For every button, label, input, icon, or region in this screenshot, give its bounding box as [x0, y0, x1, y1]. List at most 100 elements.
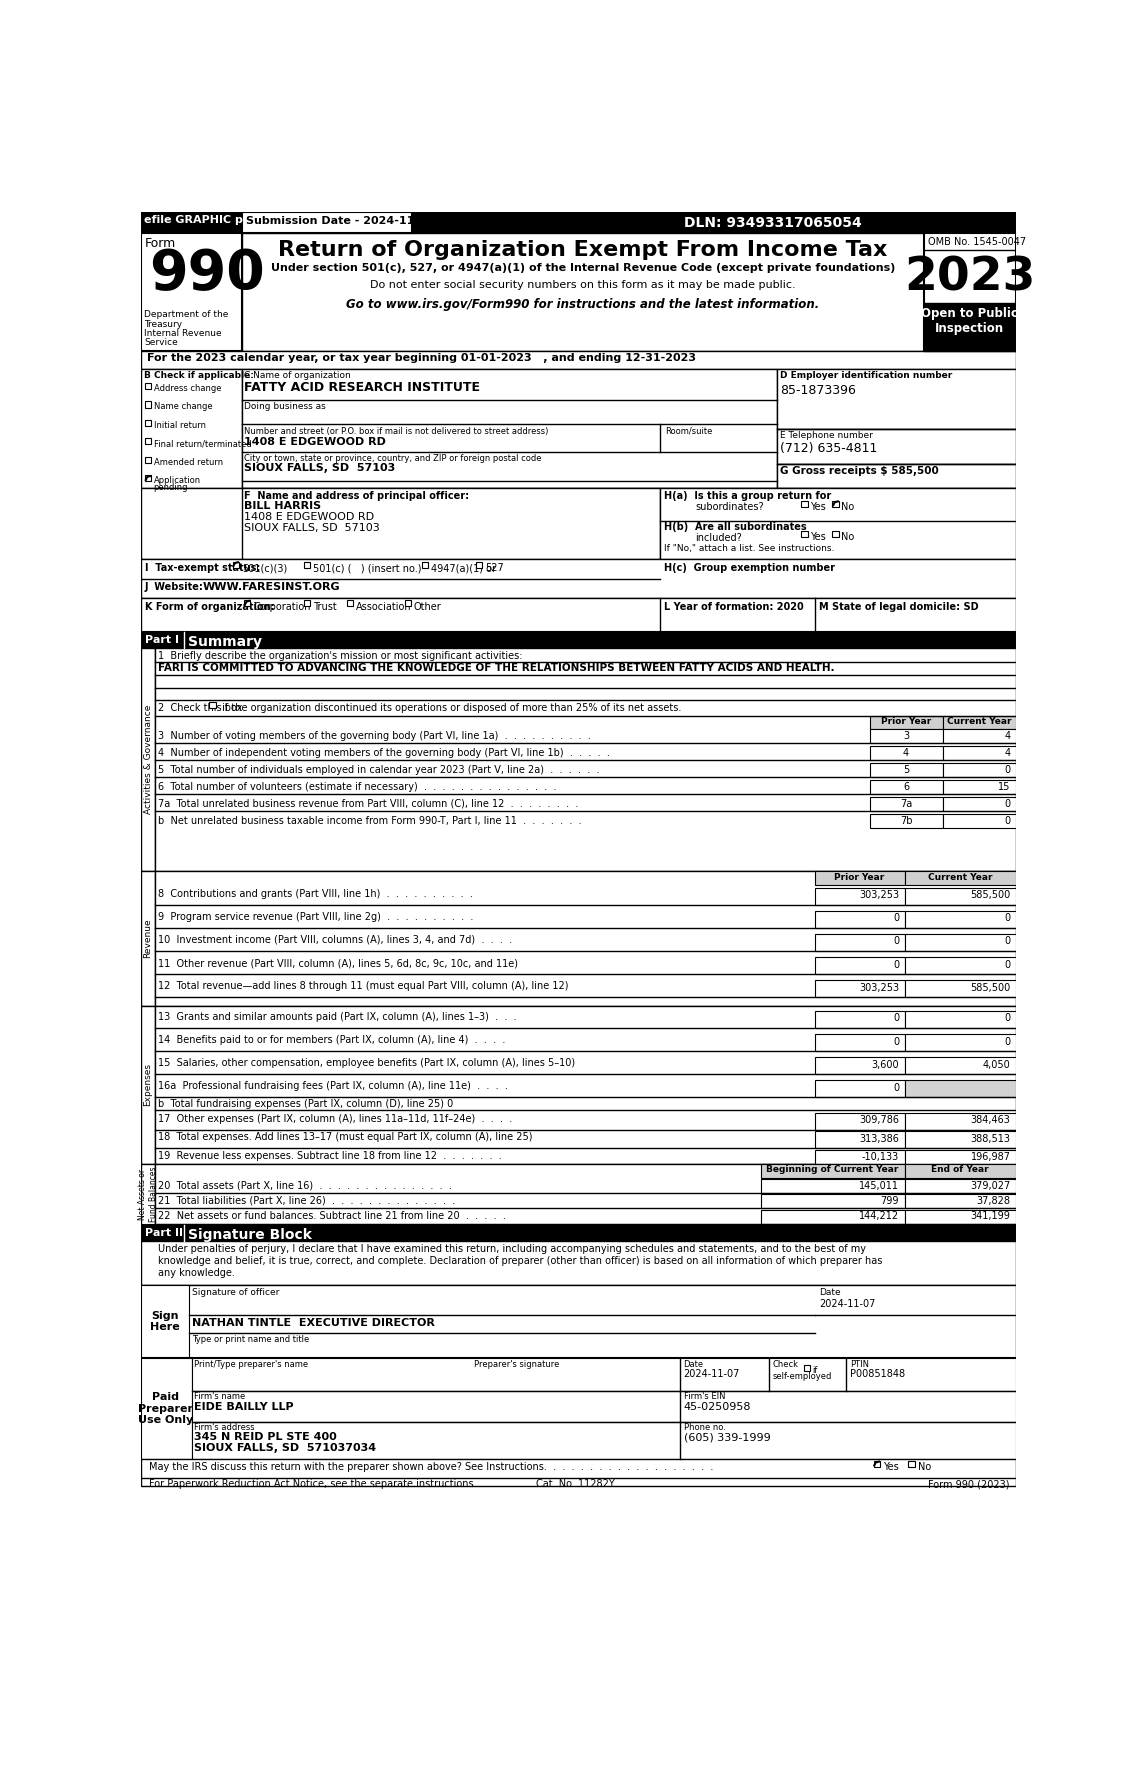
- Bar: [209, 701, 216, 708]
- Text: pending: pending: [154, 482, 189, 493]
- Text: 4: 4: [1005, 731, 1010, 742]
- Bar: [943, 729, 1016, 743]
- Text: 345 N REID PL STE 400: 345 N REID PL STE 400: [194, 1432, 336, 1443]
- Text: 0: 0: [893, 913, 899, 924]
- Text: 14  Benefits paid to or for members (Part IX, column (A), line 4)  .  .  .  .: 14 Benefits paid to or for members (Part…: [158, 1035, 506, 1045]
- Text: 12  Total revenue—add lines 8 through 11 (must equal Part VIII, column (A), line: 12 Total revenue—add lines 8 through 11 …: [158, 982, 569, 991]
- Bar: [904, 1058, 1016, 1074]
- Text: Internal Revenue: Internal Revenue: [145, 328, 222, 337]
- Text: (605) 339-1999: (605) 339-1999: [684, 1432, 770, 1443]
- Text: 388,513: 388,513: [971, 1134, 1010, 1144]
- Bar: [815, 1035, 904, 1051]
- Bar: [804, 1365, 809, 1370]
- Bar: [904, 980, 1016, 998]
- Text: 4,050: 4,050: [983, 1060, 1010, 1070]
- Text: Check: Check: [772, 1360, 798, 1369]
- Text: Form: Form: [145, 237, 176, 251]
- Text: 22  Net assets or fund balances. Subtract line 21 from line 20  .  .  .  .  .: 22 Net assets or fund balances. Subtract…: [158, 1211, 506, 1222]
- Text: 3,600: 3,600: [872, 1060, 899, 1070]
- Bar: [904, 1150, 1016, 1167]
- Text: 0: 0: [893, 1014, 899, 1024]
- Bar: [815, 911, 904, 927]
- Bar: [904, 1012, 1016, 1028]
- Text: Address change: Address change: [154, 383, 221, 392]
- Text: 85-1873396: 85-1873396: [780, 385, 857, 397]
- Text: 501(c) (   ) (insert no.): 501(c) ( ) (insert no.): [313, 563, 421, 572]
- Bar: [869, 781, 943, 795]
- Text: D Employer identification number: D Employer identification number: [780, 371, 953, 380]
- Text: 341,199: 341,199: [971, 1211, 1010, 1222]
- Text: End of Year: End of Year: [931, 1166, 989, 1174]
- Text: Expenses: Expenses: [143, 1063, 152, 1106]
- Bar: [242, 233, 924, 350]
- Text: Corporation: Corporation: [254, 602, 310, 611]
- Text: 2  Check this box: 2 Check this box: [158, 703, 243, 713]
- Text: 19  Revenue less expenses. Subtract line 18 from line 12  .  .  .  .  .  .  .: 19 Revenue less expenses. Subtract line …: [158, 1151, 502, 1160]
- Text: Type or print name and title: Type or print name and title: [192, 1335, 309, 1344]
- Bar: [904, 888, 1016, 904]
- Text: 7b: 7b: [900, 816, 912, 825]
- Bar: [242, 489, 660, 560]
- Text: 0: 0: [1005, 1037, 1010, 1047]
- Text: Under penalties of perjury, I declare that I have examined this return, includin: Under penalties of perjury, I declare th…: [158, 1245, 883, 1277]
- Text: Number and street (or P.O. box if mail is not delivered to street address): Number and street (or P.O. box if mail i…: [244, 427, 549, 436]
- Text: 2024-11-07: 2024-11-07: [684, 1369, 739, 1379]
- Bar: [145, 457, 151, 463]
- Bar: [141, 560, 1016, 597]
- Text: H(c)  Group exemption number: H(c) Group exemption number: [664, 563, 835, 572]
- Text: 4  Number of independent voting members of the governing body (Part VI, line 1b): 4 Number of independent voting members o…: [158, 747, 610, 758]
- Text: 15: 15: [998, 782, 1010, 791]
- Bar: [155, 1007, 1016, 1164]
- Bar: [242, 212, 412, 233]
- Text: Name change: Name change: [154, 403, 212, 411]
- Bar: [761, 1164, 904, 1178]
- Text: included?: included?: [695, 533, 742, 542]
- Bar: [869, 796, 943, 811]
- Bar: [869, 729, 943, 743]
- Bar: [815, 957, 904, 975]
- Bar: [304, 600, 310, 606]
- Text: 7a: 7a: [900, 798, 912, 809]
- Text: NATHAN TINTLE  EXECUTIVE DIRECTOR: NATHAN TINTLE EXECUTIVE DIRECTOR: [192, 1317, 435, 1328]
- Text: P00851848: P00851848: [850, 1369, 905, 1379]
- Text: 20  Total assets (Part X, line 16)  .  .  .  .  .  .  .  .  .  .  .  .  .  .  .: 20 Total assets (Part X, line 16) . . . …: [158, 1181, 452, 1190]
- Text: 15  Salaries, other compensation, employee benefits (Part IX, column (A), lines : 15 Salaries, other compensation, employe…: [158, 1058, 576, 1068]
- Bar: [904, 957, 1016, 975]
- Bar: [347, 600, 352, 606]
- Text: L Year of formation: 2020: L Year of formation: 2020: [664, 602, 804, 611]
- Bar: [155, 648, 1016, 871]
- Text: SIOUX FALLS, SD  571037034: SIOUX FALLS, SD 571037034: [194, 1443, 376, 1453]
- Text: Summary: Summary: [187, 634, 262, 648]
- Bar: [145, 420, 151, 426]
- Text: May the IRS discuss this return with the preparer shown above? See Instructions.: May the IRS discuss this return with the…: [149, 1462, 714, 1473]
- Text: 144,212: 144,212: [859, 1211, 899, 1222]
- Text: Date: Date: [684, 1360, 703, 1369]
- Text: 145,011: 145,011: [859, 1181, 899, 1190]
- Text: K Form of organization:: K Form of organization:: [145, 602, 274, 611]
- Bar: [815, 888, 904, 904]
- Text: EIDE BAILLY LLP: EIDE BAILLY LLP: [194, 1402, 294, 1411]
- Text: Phone no.: Phone no.: [684, 1423, 726, 1432]
- Bar: [815, 934, 904, 952]
- Bar: [141, 233, 242, 350]
- Text: PTIN: PTIN: [850, 1360, 869, 1369]
- Text: 0: 0: [893, 1083, 899, 1093]
- Text: 16a  Professional fundraising fees (Part IX, column (A), line 11e)  .  .  .  .: 16a Professional fundraising fees (Part …: [158, 1081, 508, 1091]
- Bar: [141, 212, 1016, 350]
- Bar: [192, 1358, 1016, 1392]
- Bar: [874, 1460, 879, 1468]
- Bar: [141, 1007, 155, 1164]
- Bar: [869, 814, 943, 828]
- Bar: [233, 562, 238, 567]
- Text: FATTY ACID RESEARCH INSTITUTE: FATTY ACID RESEARCH INSTITUTE: [244, 380, 480, 394]
- Text: B Check if applicable:: B Check if applicable:: [145, 371, 254, 380]
- Text: Department of the: Department of the: [145, 311, 228, 320]
- Text: J  Website:: J Website:: [145, 581, 204, 592]
- Bar: [815, 1012, 904, 1028]
- Text: Beginning of Current Year: Beginning of Current Year: [767, 1166, 899, 1174]
- Bar: [904, 1164, 1016, 1178]
- Text: I  Tax-exempt status:: I Tax-exempt status:: [145, 563, 261, 572]
- Text: 585,500: 585,500: [971, 982, 1010, 992]
- Text: 2024-11-07: 2024-11-07: [820, 1300, 876, 1309]
- Text: DLN: 93493317065054: DLN: 93493317065054: [684, 215, 861, 230]
